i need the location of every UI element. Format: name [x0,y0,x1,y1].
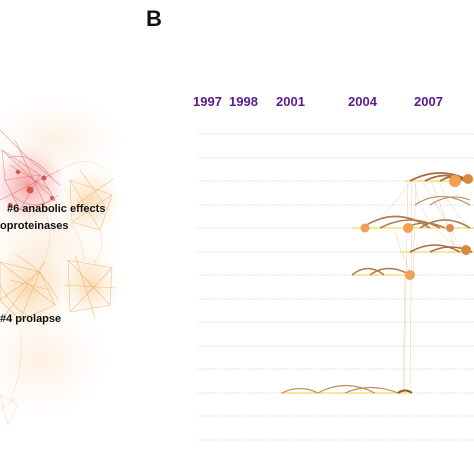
year-label-2001: 2001 [276,94,305,109]
cluster-proteinases-label: oproteinases [0,220,68,232]
year-label-1997: 1997 [193,94,222,109]
cluster-6-nodes [8,169,54,207]
timeline-row-181 [405,172,474,187]
cluster-network: #6 anabolic effects oproteinases #4 prol… [0,95,125,426]
row-181-node [449,175,461,187]
row-228-node-c [446,224,454,232]
timeline-row-252 [400,244,474,255]
year-axis: 1997 1998 2001 2004 2007 [193,94,443,109]
row-181-node-2 [463,174,473,184]
timeline-row-393 [280,384,413,394]
year-label-2004: 2004 [348,94,378,109]
timeline-rows [197,133,474,441]
cluster-bottom-edges [0,394,19,426]
row-393-end-mark [397,389,413,394]
cluster-orange-upper-glow [58,165,122,235]
cluster-orange-right-edges [63,254,116,319]
row-252-node [461,245,471,255]
timeline-row-205 [414,195,471,206]
cluster-orange-upper-edges [69,169,115,231]
row-275-node [405,270,415,280]
timeline-row-228 [352,215,474,233]
timeline-row-275 [351,267,415,280]
year-label-2007: 2007 [414,94,443,109]
cluster-4-label: #4 prolapse [0,313,61,325]
panel-b-letter: B [146,6,162,31]
cluster-6-edges [0,129,61,211]
cluster-6-label: #6 anabolic effects [7,203,105,215]
inter-cluster-edges [9,161,111,401]
row-228-node-a [360,223,370,233]
cluster-orange-mid-edges [0,254,59,321]
row-228-node-b [403,223,413,233]
citation-links [369,177,471,393]
cluster-orange-mid-glow [0,245,73,335]
year-label-1998: 1998 [229,94,258,109]
